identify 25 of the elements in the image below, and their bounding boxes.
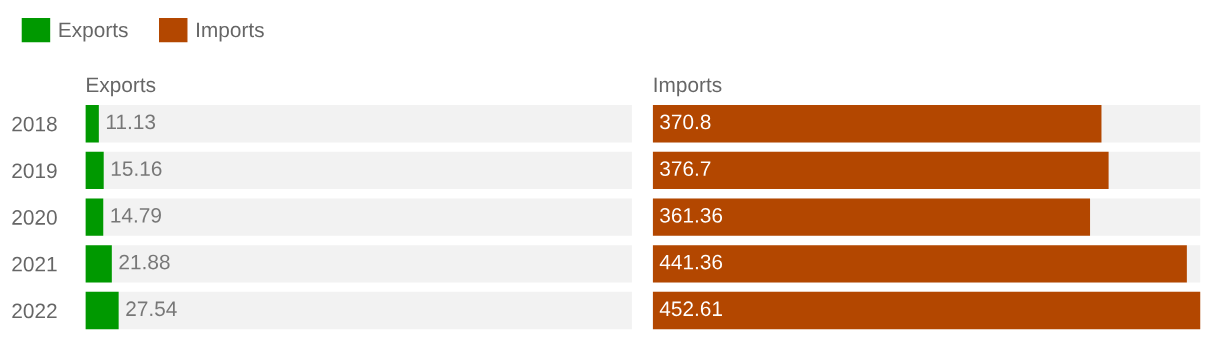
data-label: 376.7 — [660, 161, 711, 176]
data-label: 370.8 — [660, 114, 711, 130]
bar — [85, 245, 112, 283]
data-label: 14.79 — [111, 207, 161, 223]
y-tick-label: 2022 — [12, 303, 57, 319]
bar — [85, 198, 104, 236]
legend-label: Exports — [59, 22, 128, 42]
chart-title: Imports — [654, 77, 722, 97]
y-tick-label: 2018 — [12, 116, 57, 132]
bar — [652, 245, 1187, 283]
data-label: 441.36 — [659, 254, 723, 270]
data-label: 11.13 — [106, 114, 156, 130]
bar — [85, 291, 119, 330]
data-label: 27.54 — [126, 301, 177, 317]
bar — [85, 105, 99, 143]
chart-title: Exports — [87, 77, 156, 97]
y-tick-label: 2019 — [12, 163, 57, 179]
y-tick-label: 2020 — [12, 210, 57, 225]
bar — [85, 151, 104, 190]
data-label: 361.36 — [660, 207, 723, 223]
y-tick-label: 2021 — [12, 256, 57, 272]
data-label: 15.16 — [111, 161, 162, 176]
data-label: 452.61 — [659, 301, 722, 317]
data-label: 21.88 — [119, 254, 170, 270]
legend-label: Imports — [197, 22, 264, 42]
